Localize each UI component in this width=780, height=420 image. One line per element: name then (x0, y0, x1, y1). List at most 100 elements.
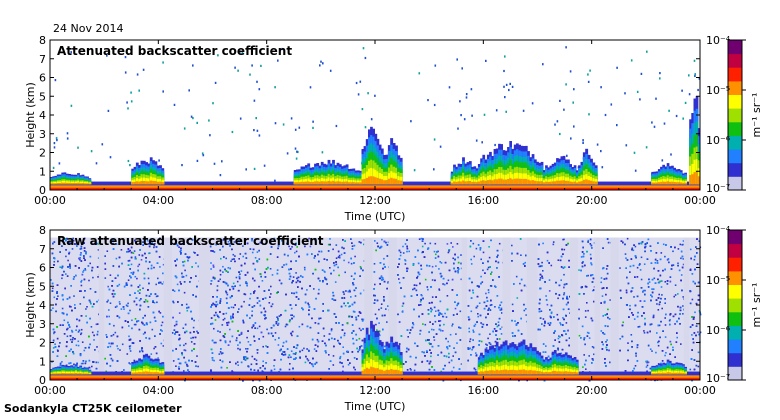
noise-pixel (183, 127, 186, 130)
noise-pixel (546, 303, 549, 306)
noise-pixel (77, 340, 80, 343)
noise-pixel (90, 150, 93, 153)
noise-pixel (404, 259, 406, 261)
noise-pixel (153, 347, 155, 350)
noise-pixel (646, 50, 648, 53)
noise-pixel (650, 323, 653, 325)
noise-pixel (682, 117, 684, 120)
noise-pixel (150, 239, 153, 242)
noise-pixel (109, 156, 112, 159)
colorbar-frame (727, 39, 743, 191)
noise-pixel (239, 253, 242, 255)
noise-pixel (343, 259, 345, 262)
cloud-layer (323, 181, 326, 185)
noise-pixel (256, 251, 259, 253)
noise-pixel (119, 303, 121, 305)
colorbar-tick-label: 10⁻⁵ (706, 84, 730, 97)
noise-pixel (230, 260, 232, 262)
noise-pixel (471, 114, 473, 117)
noise-pixel (465, 93, 468, 96)
noise-pixel (188, 89, 190, 92)
noise-pixel (364, 126, 367, 129)
noise-pixel (465, 96, 468, 99)
noise-pixel (80, 252, 82, 254)
cloud-layer (682, 181, 685, 185)
cloud-layer (582, 179, 586, 185)
noise-pixel (184, 269, 186, 272)
noise-pixel (89, 262, 91, 265)
noise-pixel (95, 323, 98, 326)
noise-pixel (606, 339, 608, 341)
cloud-layer (655, 182, 659, 185)
noise-pixel (219, 351, 222, 353)
noise-pixel (106, 250, 109, 252)
noise-pixel (79, 248, 82, 250)
noise-pixel (82, 269, 85, 272)
noise-pixel (308, 304, 310, 306)
noise-pixel (439, 145, 442, 148)
noise-pixel (286, 152, 289, 155)
noise-pixel (232, 253, 235, 256)
noise-pixel (155, 295, 158, 298)
cloud-layer (397, 180, 401, 185)
noise-pixel (661, 307, 663, 310)
cloud-layer (489, 179, 492, 185)
noise-pixel (638, 325, 641, 328)
noise-pixel (380, 307, 383, 309)
cloud-layer (475, 182, 479, 185)
noise-pixel (636, 90, 639, 93)
noise-pixel (445, 316, 448, 318)
noise-pixel (531, 102, 534, 105)
cloud-layer (675, 182, 679, 185)
noise-pixel (324, 271, 326, 273)
noise-pixel (80, 290, 82, 292)
noise-pixel (475, 139, 478, 142)
noise-pixel (587, 309, 589, 312)
noise-pixel (639, 98, 641, 101)
noise-pixel (374, 283, 376, 286)
noise-pixel (477, 315, 479, 318)
noise-pixel (298, 239, 300, 242)
noise-pixel (332, 248, 334, 251)
noise-pixel (50, 309, 53, 311)
cloud-layer (370, 167, 373, 185)
noise-pixel (296, 150, 298, 153)
cloud-layer (585, 179, 589, 185)
noise-pixel (643, 330, 645, 332)
noise-pixel (59, 266, 61, 268)
noise-pixel (213, 278, 216, 280)
noise-pixel (131, 319, 133, 322)
noise-pixel (229, 328, 231, 331)
noise-pixel (262, 345, 264, 348)
noise-pixel (101, 143, 104, 146)
noise-pixel (75, 329, 77, 331)
noise-pixel (542, 270, 544, 272)
noise-pixel (178, 246, 180, 248)
noise-pixel (53, 146, 56, 149)
noise-pixel (292, 276, 295, 278)
noise-pixel (669, 314, 671, 316)
noise-pixel (413, 369, 416, 372)
noise-pixel (80, 328, 83, 331)
noise-pixel (505, 83, 508, 86)
noise-pixel (221, 160, 223, 163)
noise-pixel (161, 321, 164, 324)
noise-pixel (256, 129, 259, 132)
cloud-layer (580, 181, 584, 185)
noise-pixel (313, 348, 316, 350)
noise-pixel (435, 310, 437, 312)
cloud-layer (88, 183, 92, 185)
noise-pixel (273, 365, 275, 367)
cloud-layer (392, 178, 396, 185)
cloud-layer (534, 180, 537, 185)
noise-pixel (658, 324, 661, 327)
noise-pixel (677, 262, 679, 265)
noise-pixel (418, 238, 421, 240)
noise-pixel (240, 270, 243, 272)
noise-pixel (653, 125, 656, 128)
noise-pixel (249, 297, 251, 300)
noise-pixel (624, 253, 627, 255)
noise-pixel (601, 287, 603, 290)
noise-pixel (153, 266, 155, 269)
noise-pixel (120, 308, 123, 310)
